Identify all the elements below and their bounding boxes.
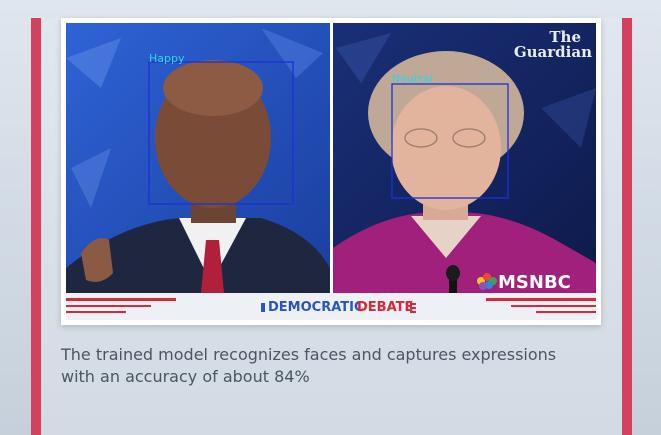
right-detection-box	[391, 83, 509, 199]
figure-caption: The trained model recognizes faces and c…	[61, 344, 601, 388]
right-face	[391, 86, 501, 210]
red-tie	[201, 240, 224, 293]
right-accent-bar	[622, 18, 632, 435]
left-detection-box	[148, 61, 294, 205]
left-speaker-panel: Happy	[66, 23, 330, 293]
right-speaker-panel: Neutral The Guardian MSNBC	[333, 23, 596, 293]
magenta-top	[333, 212, 596, 293]
caption-line-2: with an accuracy of about 84%	[61, 367, 310, 386]
debate-frame-svg: Happy Neutral	[66, 23, 596, 320]
banner-word-debate: DEBATE	[357, 300, 413, 315]
right-expression-label: Neutral	[392, 72, 433, 85]
guardian-watermark-line2: Guardian	[514, 43, 592, 61]
banner-word-democratic: DEMOCRATIC	[268, 300, 364, 315]
left-accent-bar	[31, 18, 41, 435]
guardian-watermark-line1: The	[549, 28, 581, 46]
caption-line-1: The trained model recognizes faces and c…	[61, 345, 557, 364]
debate-screenshot-figure: Happy Neutral	[61, 18, 601, 325]
peacock-icon	[477, 273, 497, 290]
msnbc-logo: MSNBC	[498, 272, 571, 293]
left-expression-label: Happy	[149, 52, 185, 65]
debate-banner: DEMOCRATIC DEBATE	[66, 293, 596, 320]
